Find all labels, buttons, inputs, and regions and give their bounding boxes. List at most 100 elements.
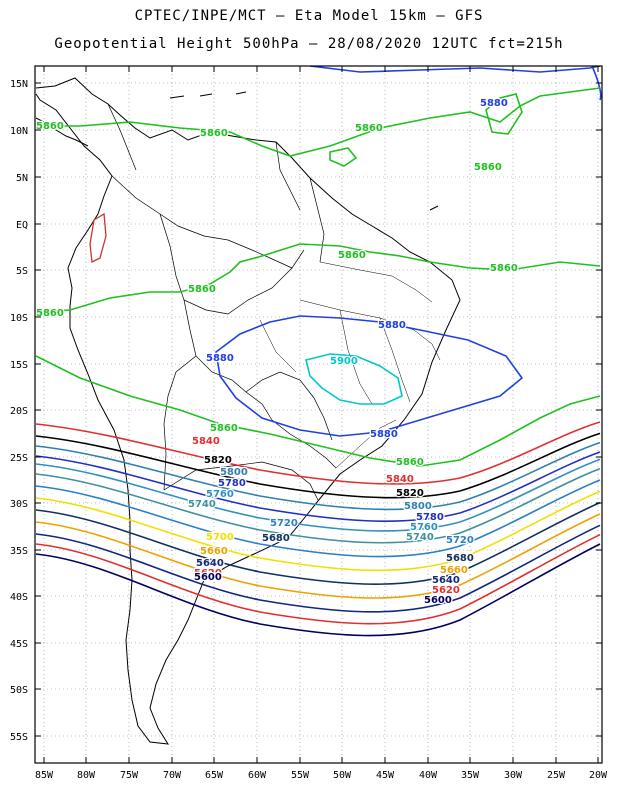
lon-tick-label: 80W: [77, 770, 96, 781]
lon-tick-label: 75W: [120, 770, 139, 781]
contour-5860: [329, 147, 358, 167]
map-frame: [34, 65, 603, 764]
contour-label: 5860: [200, 128, 228, 139]
lat-tick-label: 15N: [10, 79, 28, 90]
contour-5600: [35, 543, 601, 637]
contour-5880: [215, 315, 524, 437]
contour-label: 5760: [206, 489, 234, 500]
contour-5880: [309, 66, 601, 73]
contour-5780: [35, 451, 601, 522]
contour-label: 5740: [188, 499, 216, 510]
contour-label: 5840: [192, 436, 220, 447]
contour-label: 5680: [446, 553, 474, 564]
contour-5620: [35, 533, 601, 625]
lat-tick-label: 45S: [10, 639, 28, 650]
caribbean-islands: [169, 91, 439, 211]
contour-5700: [35, 490, 601, 572]
lat-tick-label: EQ: [16, 220, 28, 231]
lon-tick-label: 45W: [376, 770, 395, 781]
contour-label: 5880: [480, 98, 508, 109]
contour-label: 5860: [355, 123, 383, 134]
central-america-outline: [35, 117, 89, 147]
lat-tick-label: 30S: [10, 499, 28, 510]
contour-label: 5780: [218, 478, 246, 489]
contour-label: 5760: [410, 522, 438, 533]
contour-label: 5720: [446, 535, 474, 546]
contour-label: 5860: [490, 263, 518, 274]
contour-label: 5860: [36, 308, 64, 319]
contour-labels: 5880 5860 5860 5860 5860 5860 5860 5860 5860 5880…: [35, 97, 519, 608]
lat-tick-label: 10N: [10, 126, 28, 137]
contour-label: 5660: [200, 546, 228, 557]
country-borders: [107, 103, 337, 501]
contour-label: 5860: [210, 423, 238, 434]
contour-label: 5880: [206, 353, 234, 364]
contour-5640: [35, 524, 601, 613]
contour-label: 5620: [194, 568, 222, 579]
contour-5860: [36, 87, 601, 157]
south-america-outline: [35, 77, 461, 745]
contour-label: 5780: [416, 512, 444, 523]
contour-5680: [35, 501, 601, 585]
lat-tick-label: 55S: [10, 732, 28, 743]
contour-label: 5860: [36, 121, 64, 132]
axis-ticks: 15N 10N 5N EQ 5S 10S 15S 20S 25S 30S 35S 40S 45S 50S 5…: [10, 66, 608, 781]
lon-tick-label: 30W: [504, 770, 523, 781]
lat-tick-label: 5N: [16, 173, 28, 184]
lon-tick-label: 50W: [333, 770, 352, 781]
contour-label: 5900: [330, 356, 358, 367]
contour-label: 5820: [396, 488, 424, 499]
lat-tick-label: 20S: [10, 406, 28, 417]
lat-tick-label: 10S: [10, 313, 28, 324]
lon-tick-label: 20W: [589, 770, 608, 781]
lat-tick-label: 35S: [10, 546, 28, 557]
contour-5860: [35, 243, 601, 313]
graticule: [35, 66, 602, 763]
map-title: CPTEC/INPE/MCT – Eta Model 15km – GFS: [134, 8, 484, 24]
lon-tick-label: 70W: [163, 770, 182, 781]
lon-tick-label: 25W: [547, 770, 566, 781]
contour-5840: [35, 421, 601, 485]
contour-label: 5600: [424, 595, 452, 606]
contour-label: 5860: [188, 284, 216, 295]
contour-5860: [35, 355, 601, 467]
contour-5820: [35, 432, 601, 499]
map-subtitle: Geopotential Height 500hPa – 28/08/2020 …: [54, 36, 564, 52]
lon-tick-label: 65W: [205, 770, 224, 781]
lat-tick-label: 5S: [16, 266, 28, 277]
contour-label: 5720: [270, 518, 298, 529]
contour-label: 5820: [204, 455, 232, 466]
lon-tick-label: 60W: [248, 770, 267, 781]
contour-5720: [35, 479, 601, 558]
contour-5740: [35, 467, 601, 544]
contour-label: 5680: [262, 533, 290, 544]
andes-contour-5880: [89, 212, 107, 263]
lat-tick-label: 40S: [10, 592, 28, 603]
contour-label: 5620: [432, 585, 460, 596]
contour-label: 5840: [386, 474, 414, 485]
height-contours: [35, 66, 602, 637]
contour-5760: [35, 458, 601, 532]
contour-label: 5880: [378, 320, 406, 331]
contour-5660: [35, 513, 601, 599]
lon-tick-label: 35W: [461, 770, 480, 781]
contour-label: 5640: [196, 558, 224, 569]
contour-label: 5860: [474, 162, 502, 173]
lon-tick-label: 55W: [291, 770, 310, 781]
contour-label: 5800: [220, 467, 248, 478]
lon-tick-label: 85W: [35, 770, 54, 781]
lat-tick-label: 50S: [10, 685, 28, 696]
contour-5900: [305, 353, 403, 405]
lon-tick-label: 40W: [419, 770, 438, 781]
contour-5800: [35, 441, 601, 511]
state-borders: [259, 261, 441, 469]
contour-label: 5860: [338, 250, 366, 261]
lat-tick-label: 25S: [10, 453, 28, 464]
contour-label: 5880: [370, 429, 398, 440]
contour-label: 5800: [404, 501, 432, 512]
contour-label: 5860: [396, 457, 424, 468]
lat-tick-label: 15S: [10, 360, 28, 371]
contour-label: 5740: [406, 532, 434, 543]
contour-label: 5660: [440, 565, 468, 576]
